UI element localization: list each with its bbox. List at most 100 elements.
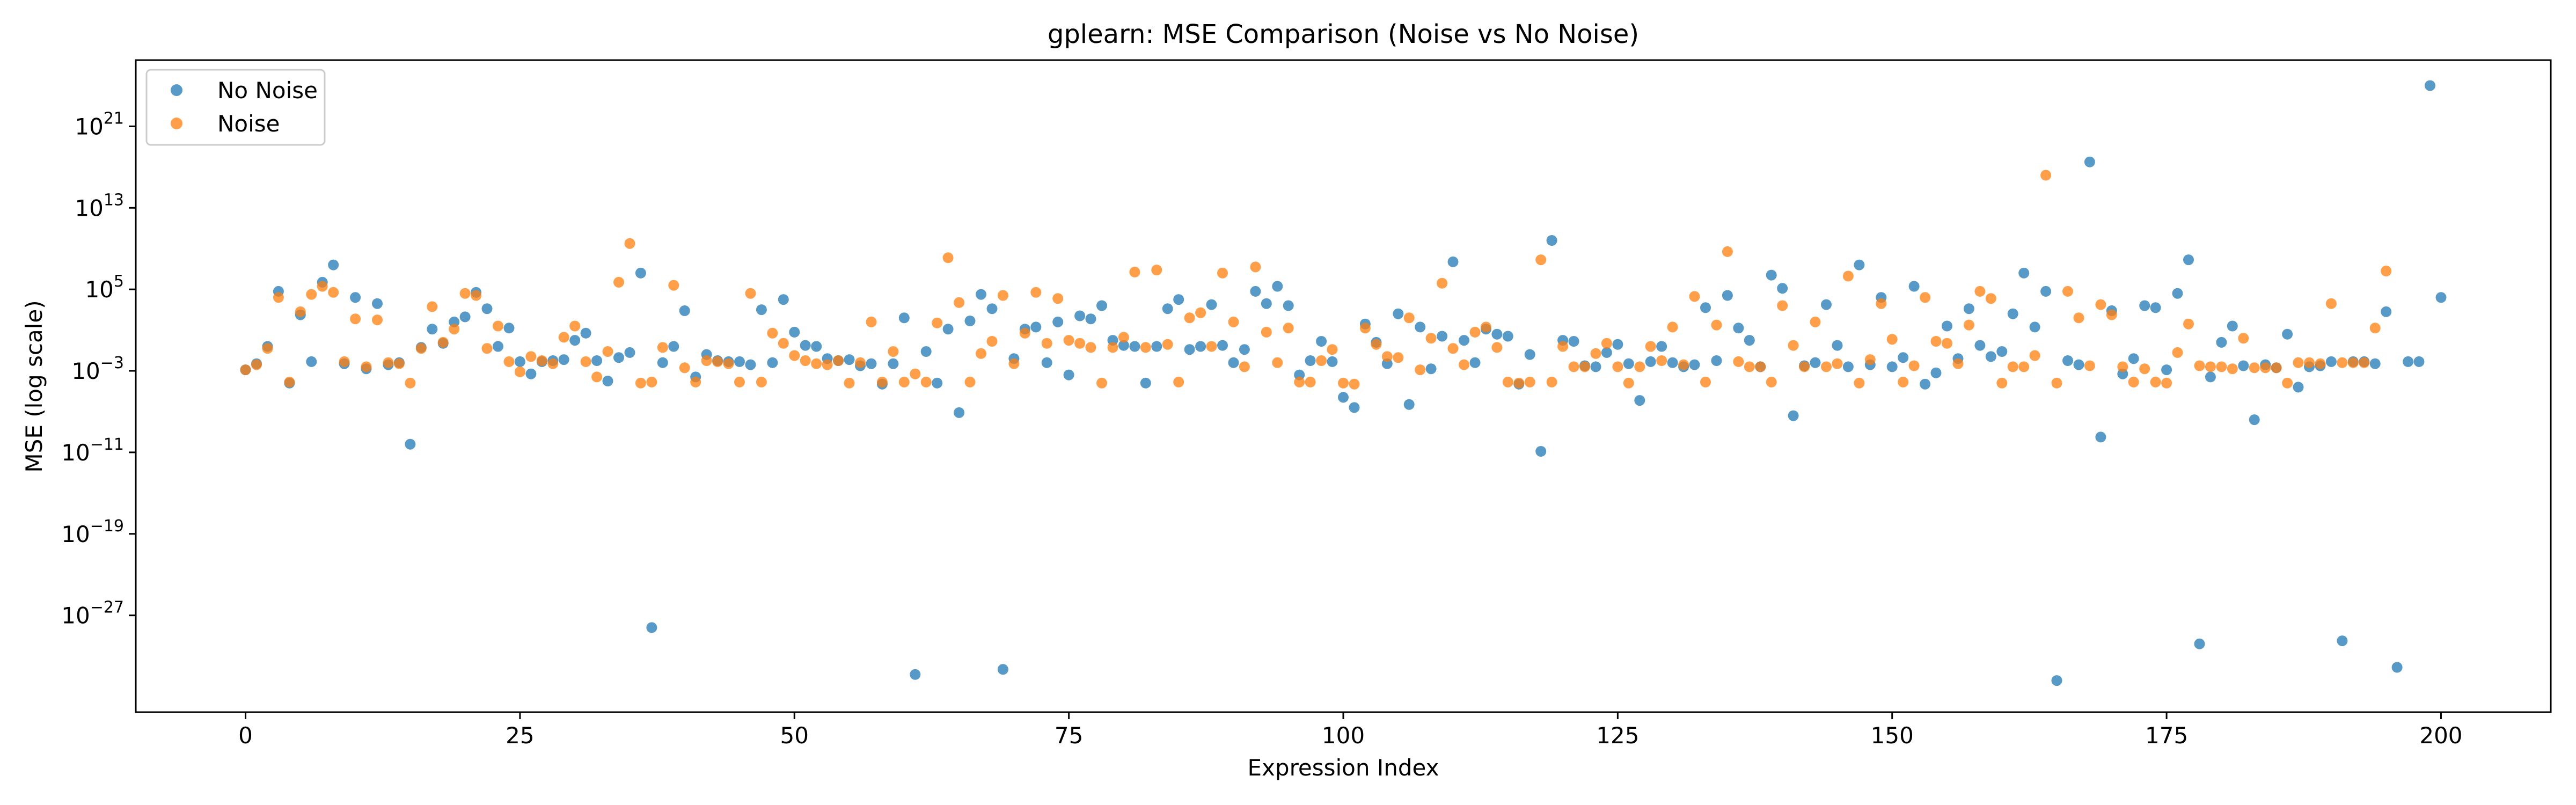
point-noise bbox=[602, 346, 613, 357]
point-noise bbox=[350, 313, 361, 325]
point-no-noise bbox=[2337, 635, 2348, 647]
point-noise bbox=[1513, 377, 1525, 389]
point-no-noise bbox=[1272, 281, 1283, 292]
point-noise bbox=[910, 368, 921, 379]
point-no-noise bbox=[1338, 392, 1349, 403]
legend-box bbox=[145, 69, 326, 146]
x-tick-label: 175 bbox=[2145, 722, 2188, 749]
point-no-noise bbox=[1524, 349, 1535, 360]
point-noise bbox=[1359, 323, 1371, 334]
point-no-noise bbox=[2007, 308, 2018, 319]
point-no-noise bbox=[1974, 340, 1986, 351]
point-noise bbox=[855, 357, 866, 368]
point-noise bbox=[1415, 364, 1426, 376]
y-tick-label: 10−27 bbox=[61, 598, 124, 629]
point-no-noise bbox=[1206, 299, 1217, 310]
point-noise bbox=[1557, 341, 1569, 352]
point-no-noise bbox=[1601, 347, 1612, 358]
point-no-noise bbox=[1063, 369, 1074, 380]
point-no-noise bbox=[1469, 357, 1481, 368]
point-no-noise bbox=[1250, 286, 1261, 297]
point-no-noise bbox=[2051, 675, 2062, 686]
point-noise bbox=[1469, 326, 1481, 338]
point-no-noise bbox=[1316, 336, 1327, 347]
point-no-noise bbox=[1810, 357, 1821, 368]
point-noise bbox=[2194, 360, 2205, 371]
point-no-noise bbox=[1162, 303, 1173, 314]
point-no-noise bbox=[2435, 292, 2447, 303]
point-no-noise bbox=[2425, 80, 2435, 91]
point-no-noise bbox=[898, 312, 910, 324]
point-no-noise bbox=[2282, 328, 2293, 340]
point-noise bbox=[723, 358, 734, 369]
point-no-noise bbox=[558, 354, 569, 365]
point-noise bbox=[844, 377, 855, 389]
point-no-noise bbox=[1349, 402, 1360, 413]
point-noise bbox=[778, 338, 789, 349]
point-no-noise bbox=[1228, 357, 1239, 368]
point-no-noise bbox=[525, 368, 537, 379]
point-no-noise bbox=[1744, 335, 1755, 346]
legend-marker-no-noise bbox=[171, 84, 182, 96]
point-noise bbox=[624, 238, 635, 249]
point-no-noise bbox=[2172, 288, 2183, 299]
point-no-noise bbox=[493, 341, 503, 352]
point-noise bbox=[811, 358, 822, 369]
y-tick-label: 105 bbox=[85, 272, 124, 303]
point-noise bbox=[1206, 341, 1217, 352]
point-noise bbox=[1041, 338, 1052, 349]
point-noise bbox=[2337, 357, 2348, 368]
point-no-noise bbox=[306, 356, 317, 367]
point-noise bbox=[1283, 323, 1294, 334]
point-no-noise bbox=[635, 267, 646, 279]
point-noise bbox=[1425, 333, 1437, 344]
point-no-noise bbox=[1327, 356, 1338, 367]
point-noise bbox=[2183, 318, 2194, 330]
point-no-noise bbox=[2293, 382, 2304, 393]
point-noise bbox=[1777, 300, 1788, 311]
point-no-noise bbox=[459, 311, 471, 323]
point-no-noise bbox=[503, 323, 515, 334]
point-no-noise bbox=[624, 347, 635, 358]
y-axis-ticks: 10−27 10−19 10−11 10−3 105 1013 1021 bbox=[61, 109, 136, 629]
point-noise bbox=[295, 306, 306, 317]
point-noise bbox=[1502, 376, 1513, 387]
point-no-noise bbox=[1766, 269, 1777, 281]
point-no-noise bbox=[932, 377, 943, 389]
point-noise bbox=[514, 366, 525, 377]
point-no-noise bbox=[328, 259, 339, 270]
x-tick-label: 100 bbox=[1322, 722, 1365, 749]
point-noise bbox=[2347, 357, 2359, 368]
point-noise bbox=[1952, 358, 1964, 369]
point-no-noise bbox=[1908, 281, 1920, 292]
point-no-noise bbox=[657, 357, 668, 368]
point-no-noise bbox=[1217, 340, 1228, 351]
point-noise bbox=[1162, 339, 1173, 350]
point-noise bbox=[2304, 357, 2315, 368]
point-noise bbox=[976, 348, 986, 359]
point-no-noise bbox=[1854, 259, 1865, 270]
point-no-noise bbox=[1140, 377, 1151, 389]
data-points bbox=[240, 80, 2447, 686]
point-noise bbox=[1854, 377, 1865, 389]
point-no-noise bbox=[1041, 357, 1052, 368]
point-noise bbox=[866, 316, 877, 327]
point-noise bbox=[240, 364, 251, 376]
point-noise bbox=[1744, 361, 1755, 372]
point-noise bbox=[1601, 338, 1612, 349]
point-no-noise bbox=[2381, 306, 2392, 317]
point-noise bbox=[1612, 361, 1623, 372]
point-noise bbox=[1700, 376, 1711, 387]
point-noise bbox=[1173, 376, 1184, 387]
point-noise bbox=[1766, 376, 1777, 387]
point-noise bbox=[1678, 359, 1689, 370]
point-no-noise bbox=[1722, 290, 1733, 301]
point-no-noise bbox=[1612, 339, 1623, 350]
point-noise bbox=[1272, 357, 1283, 368]
point-no-noise bbox=[1777, 283, 1788, 294]
point-no-noise bbox=[1283, 300, 1294, 311]
point-noise bbox=[613, 276, 624, 288]
point-no-noise bbox=[2084, 156, 2095, 167]
x-tick-label: 0 bbox=[238, 722, 253, 749]
